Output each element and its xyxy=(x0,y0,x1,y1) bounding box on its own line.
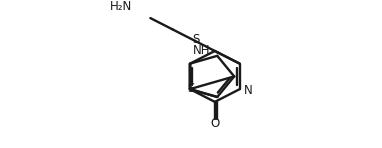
Text: H₂N: H₂N xyxy=(110,0,132,13)
Text: NH: NH xyxy=(193,44,211,57)
Text: S: S xyxy=(187,82,194,95)
Text: O: O xyxy=(210,117,219,130)
Text: S: S xyxy=(193,33,200,46)
Text: N: N xyxy=(244,83,253,96)
